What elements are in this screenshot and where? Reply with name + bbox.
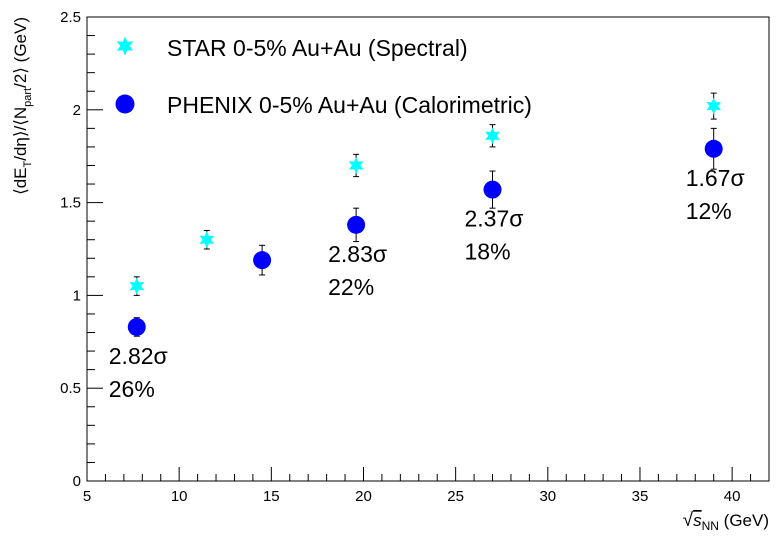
legend-phenix-label: PHENIX 0-5% Au+Au (Calorimetric) [167, 92, 532, 118]
x-axis-var: s [693, 511, 702, 530]
phenix-series [127, 127, 723, 337]
y-tick-label: 2 [73, 102, 81, 119]
star-series [129, 92, 722, 296]
y-tick-label: 2.5 [60, 9, 81, 26]
annotation-percent: 18% [465, 239, 511, 265]
phenix-point [127, 317, 146, 336]
plot-frame [86, 16, 770, 482]
y-tick-label: 1 [73, 287, 81, 304]
y-tick-label: 0.5 [60, 380, 81, 397]
y-axis-ticks: 0 0.5 1 1.5 2 2.5 [60, 9, 103, 490]
x-tick-label: 35 [632, 488, 649, 505]
phenix-point [704, 139, 723, 158]
x-axis-unit: (GeV) [719, 511, 769, 530]
y-axis-p2: /dη⟩/⟨N [11, 107, 30, 161]
x-tick-label: 40 [724, 488, 741, 505]
annotation-sigma: 1.67σ [686, 165, 745, 191]
annotation-sigma: 2.37σ [465, 206, 524, 232]
y-tick-label: 1.5 [60, 195, 81, 212]
annotation-sigma: 2.82σ [109, 343, 168, 369]
x-tick-label: 15 [263, 488, 280, 505]
star-point [485, 127, 500, 145]
star-point [129, 277, 145, 295]
x-axis-sub: NN [702, 519, 719, 533]
y-axis-p1: ⟨dE [11, 167, 30, 194]
y-axis-s2: part [22, 88, 34, 107]
legend: STAR 0-5% Au+Au (Spectral) PHENIX 0-5% A… [115, 35, 532, 118]
x-tick-label: 20 [355, 488, 372, 505]
x-tick-label: 5 [83, 488, 91, 505]
legend-star-label: STAR 0-5% Au+Au (Spectral) [167, 35, 468, 61]
phenix-point [347, 215, 366, 234]
y-axis-title: ⟨dET/dη⟩/⟨Npart/2⟩ (GeV) [11, 17, 34, 195]
legend-star-shape [116, 36, 134, 56]
legend-phenix-shape [115, 94, 135, 114]
x-axis-ticks: 5 10 15 20 25 30 35 40 [83, 467, 770, 505]
legend-star-marker [116, 36, 134, 56]
y-axis-s1: T [22, 160, 34, 167]
annotation-percent: 22% [328, 274, 374, 300]
x-tick-label: 25 [447, 488, 464, 505]
phenix-point [253, 251, 272, 270]
annotation-percent: 12% [686, 198, 732, 224]
star-point [348, 156, 364, 174]
annotations: 2.82σ 26% 2.83σ 22% 2.37σ 18% 1.67σ 12% [109, 165, 745, 402]
annotation-sigma: 2.83σ [328, 241, 387, 267]
star-point [199, 231, 215, 249]
x-axis-title: √sNN (GeV) [683, 510, 769, 533]
x-axis-sqrt: √ [683, 510, 694, 531]
annotation-percent: 26% [109, 376, 155, 402]
phenix-point [483, 180, 502, 199]
y-axis-p3: /2⟩ (GeV) [11, 17, 30, 88]
x-tick-label: 30 [539, 488, 556, 505]
legend-phenix-marker [115, 94, 135, 114]
y-tick-label: 0 [73, 473, 81, 490]
x-tick-label: 10 [171, 488, 188, 505]
star-point [706, 97, 722, 115]
